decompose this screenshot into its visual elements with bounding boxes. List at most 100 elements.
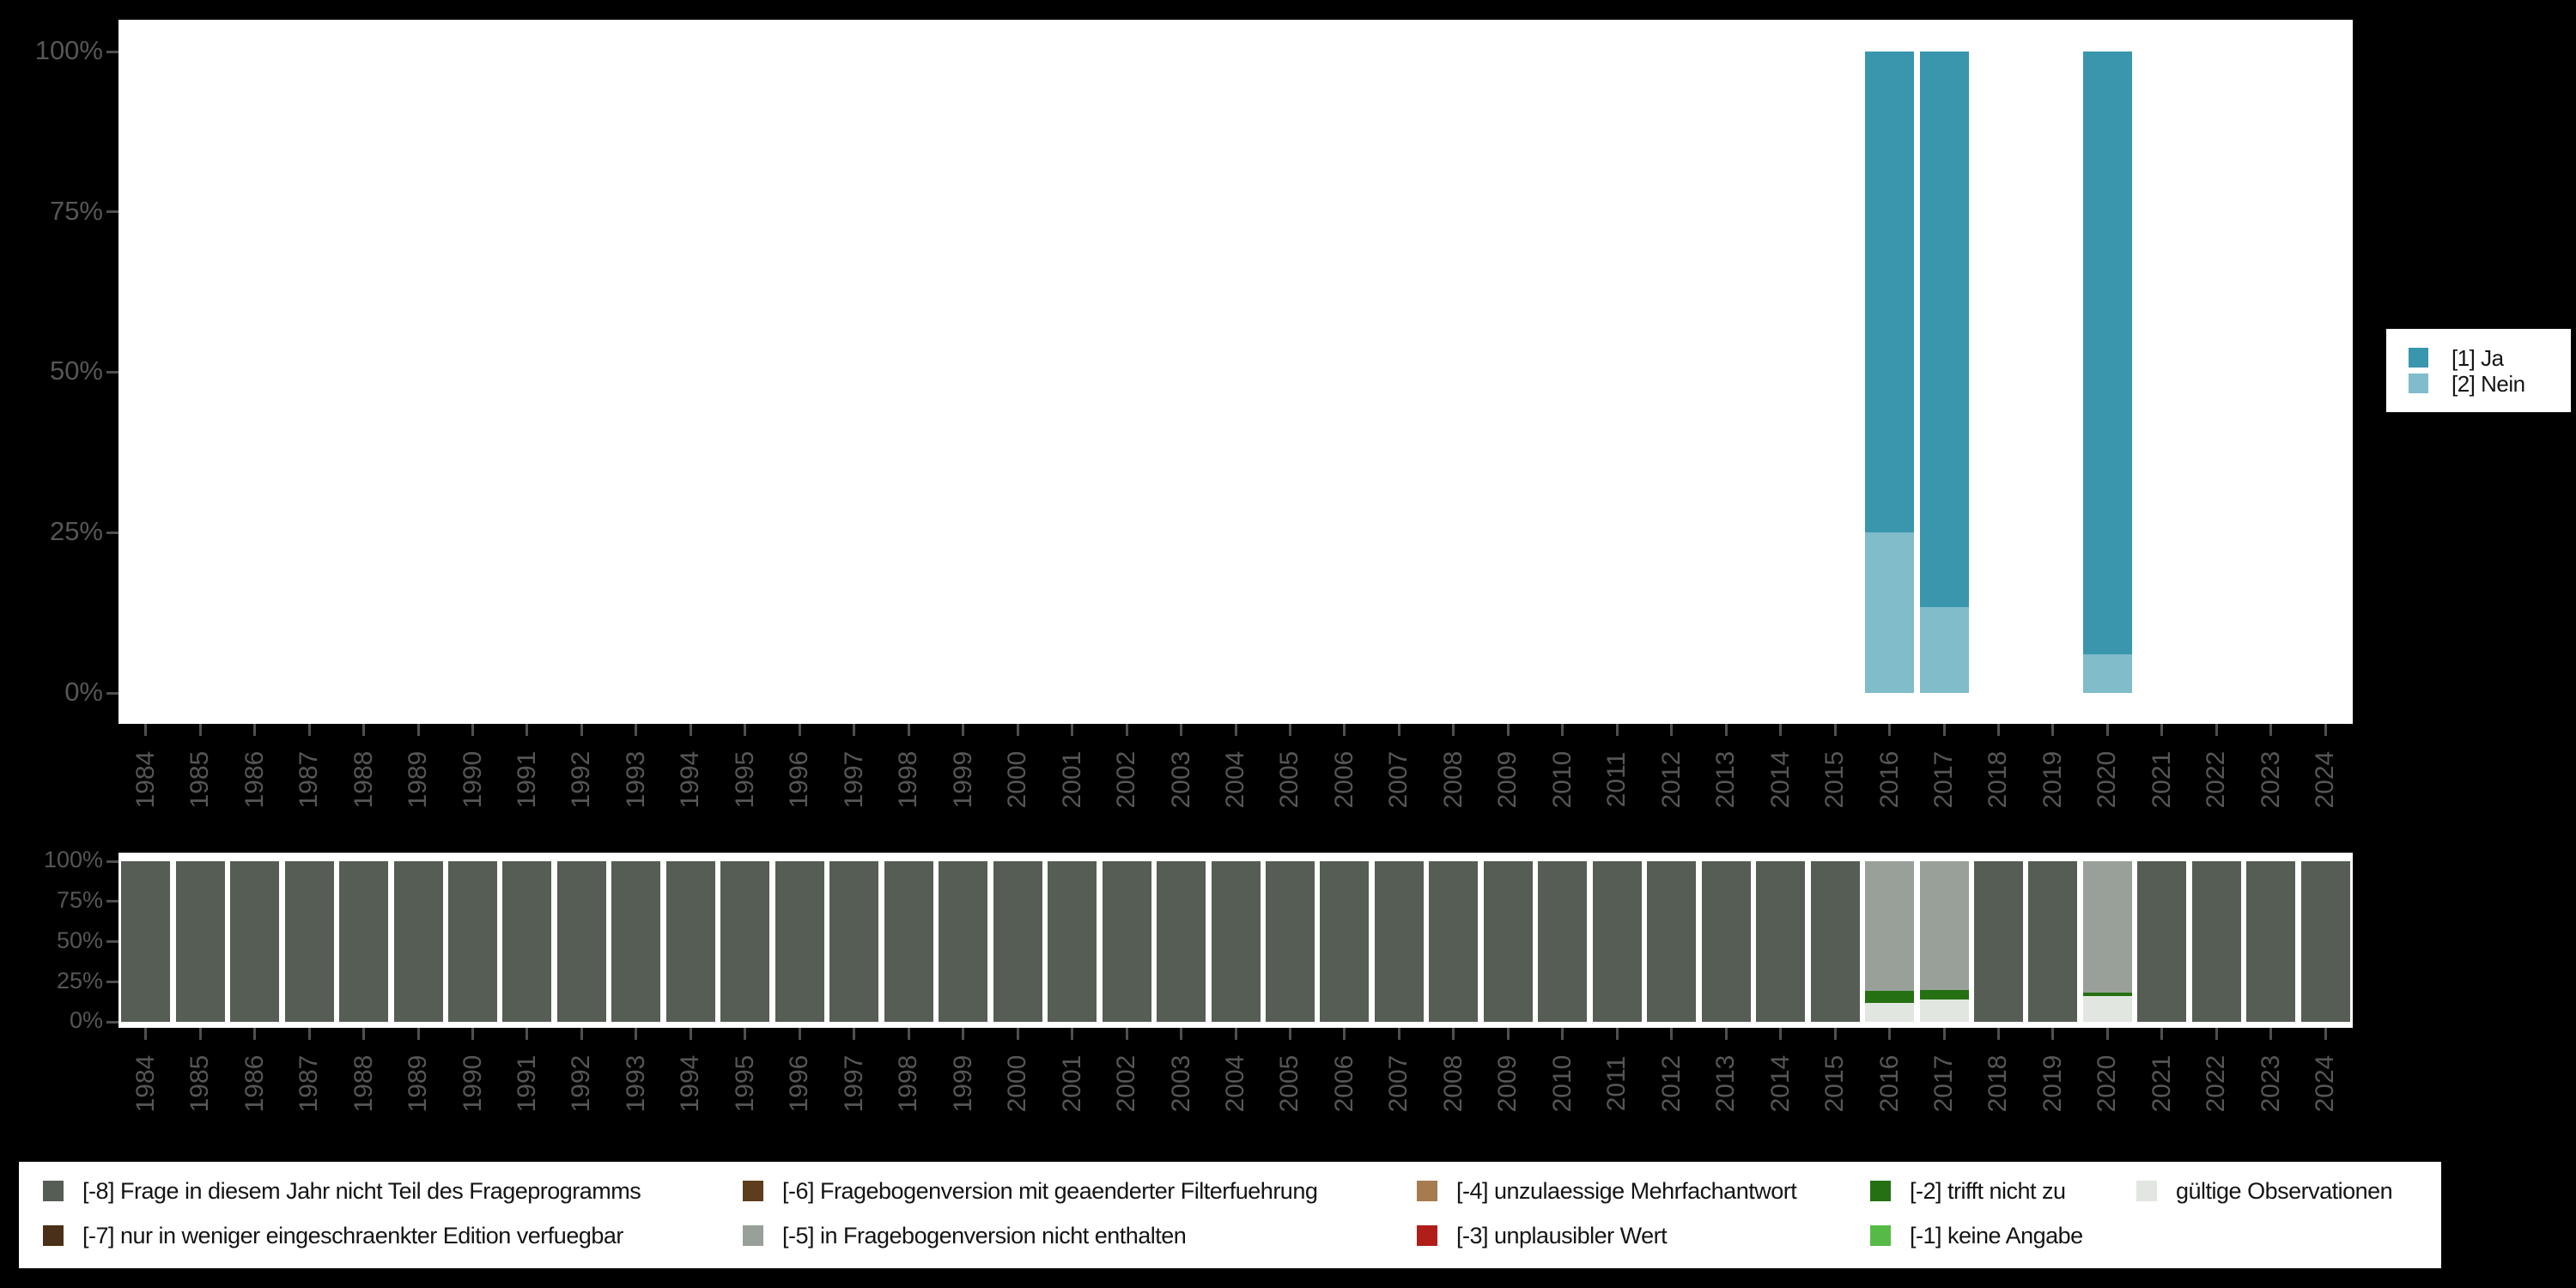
- bar-1998-segment--8: [884, 861, 933, 1022]
- x-axis-tick-2005: [1288, 724, 1291, 736]
- x-axis-tick-2022: [2215, 724, 2218, 736]
- bar-2013-segment--8: [1701, 861, 1751, 1022]
- legend-label-ja: [1] Ja: [2451, 345, 2504, 371]
- legend-swatch-ja: [2409, 348, 2428, 368]
- x-axis-label-2004: 2004: [1221, 1054, 1249, 1113]
- x-axis-label-2014: 2014: [1765, 1054, 1795, 1113]
- bar-2004-segment--8: [1211, 861, 1261, 1022]
- x-axis-tick-2006: [1343, 1028, 1346, 1040]
- x-axis-tick-2007: [1397, 1028, 1400, 1040]
- x-axis-label-1987: 1987: [295, 750, 324, 809]
- legend-label--3: [-3] unplausibler Wert: [1456, 1223, 1668, 1249]
- x-axis-tick-1995: [744, 1028, 747, 1040]
- x-axis-label-1984: 1984: [131, 1054, 160, 1113]
- bar-2020-segment-nein: [2082, 654, 2132, 693]
- x-axis-label-1985: 1985: [185, 750, 215, 809]
- x-axis-label-2021: 2021: [2147, 750, 2176, 809]
- y-axis-tick-0%: [106, 691, 118, 695]
- bar-1990-segment--8: [448, 861, 497, 1022]
- x-axis-label-1987: 1987: [295, 1054, 324, 1113]
- bar-1986-segment--8: [230, 861, 280, 1022]
- x-axis-label-2003: 2003: [1166, 750, 1195, 809]
- bar-2009-segment--8: [1483, 861, 1533, 1022]
- x-axis-tick-2019: [2051, 1028, 2055, 1040]
- x-axis-tick-2004: [1234, 724, 1237, 736]
- x-axis-tick-2021: [2160, 724, 2164, 736]
- x-axis-tick-2005: [1288, 1028, 1291, 1040]
- bar-2002-segment--8: [1102, 861, 1151, 1022]
- bar-2006-segment--8: [1320, 861, 1370, 1022]
- x-axis-label-1990: 1990: [458, 1054, 487, 1113]
- y-axis-label-100%: 100%: [34, 34, 103, 65]
- x-axis-label-2006: 2006: [1329, 1054, 1358, 1113]
- bar-2021-segment--8: [2137, 861, 2187, 1022]
- bar-2017-segment-ja: [1919, 52, 1969, 607]
- x-axis-tick-2007: [1397, 724, 1400, 736]
- x-axis-label-2005: 2005: [1275, 750, 1304, 809]
- x-axis-label-2007: 2007: [1384, 750, 1413, 809]
- x-axis-label-1990: 1990: [458, 750, 487, 809]
- x-axis-tick-2008: [1452, 1028, 1455, 1040]
- x-axis-label-2013: 2013: [1711, 750, 1741, 809]
- x-axis-label-2001: 2001: [1057, 750, 1086, 809]
- x-axis-tick-2006: [1343, 724, 1346, 736]
- bar-2020-segment-ja: [2082, 52, 2132, 655]
- x-axis-label-2000: 2000: [1003, 750, 1032, 809]
- bar-2010-segment--8: [1538, 861, 1588, 1022]
- x-axis-label-1984: 1984: [131, 750, 160, 809]
- x-axis-tick-1994: [689, 1028, 692, 1040]
- x-axis-tick-1985: [198, 724, 202, 736]
- bar-2017-segment--5: [1919, 861, 1969, 990]
- y-axis-label-75%: 75%: [49, 195, 103, 226]
- bar-2001-segment--8: [1048, 861, 1097, 1022]
- bar-2007-segment--8: [1374, 861, 1424, 1022]
- bar-1985-segment--8: [175, 861, 225, 1022]
- x-axis-tick-1985: [198, 1028, 202, 1040]
- x-axis-tick-1994: [689, 724, 692, 736]
- legend-swatch--3: [1417, 1225, 1437, 1246]
- x-axis-label-1999: 1999: [948, 750, 977, 809]
- x-axis-tick-2018: [1996, 1028, 2000, 1040]
- legend-label--5: [-5] in Fragebogenversion nicht enthalte…: [782, 1223, 1187, 1249]
- x-axis-label-2003: 2003: [1166, 1054, 1195, 1113]
- x-axis-tick-2019: [2051, 724, 2055, 736]
- x-axis-tick-1993: [635, 724, 638, 736]
- y-axis-label-100%: 100%: [43, 847, 103, 873]
- x-axis-tick-2014: [1779, 1028, 1783, 1040]
- x-axis-label-1988: 1988: [349, 750, 378, 809]
- x-axis-tick-1997: [853, 1028, 856, 1040]
- legend-label-nein: [2] Nein: [2451, 371, 2525, 397]
- x-axis-tick-1993: [635, 1028, 638, 1040]
- x-axis-tick-1990: [471, 724, 474, 736]
- x-axis-tick-1988: [362, 724, 366, 736]
- bottom-chart-legend: [-8] Frage in diesem Jahr nicht Teil des…: [19, 1162, 2441, 1268]
- bar-1994-segment--8: [665, 861, 715, 1022]
- bar-2020-segment--2: [2082, 992, 2132, 996]
- bar-2011-segment--8: [1592, 861, 1642, 1022]
- x-axis-label-2022: 2022: [2202, 750, 2231, 809]
- x-axis-tick-2021: [2160, 1028, 2164, 1040]
- top-chart-legend: [1] Ja [2] Nein: [2386, 329, 2571, 412]
- x-axis-tick-2002: [1125, 1028, 1128, 1040]
- y-axis-tick-0%: [106, 1020, 118, 1024]
- x-axis-label-1994: 1994: [676, 750, 705, 809]
- x-axis-label-2015: 2015: [1820, 750, 1850, 809]
- bar-2015-segment--8: [1810, 861, 1860, 1022]
- x-axis-tick-2000: [1016, 724, 1019, 736]
- x-axis-tick-2015: [1833, 1028, 1837, 1040]
- x-axis-tick-2016: [1888, 1028, 1892, 1040]
- x-axis-label-2017: 2017: [1929, 1054, 1959, 1113]
- x-axis-tick-2017: [1942, 724, 1946, 736]
- x-axis-tick-1992: [580, 724, 583, 736]
- bar-2018-segment--8: [1973, 861, 2023, 1022]
- x-axis-tick-2015: [1833, 724, 1837, 736]
- x-axis-tick-2013: [1724, 1028, 1728, 1040]
- x-axis-label-2010: 2010: [1547, 1054, 1577, 1113]
- bar-2019-segment--8: [2028, 861, 2078, 1022]
- x-axis-tick-1991: [526, 724, 529, 736]
- bar-2020-segment-valid: [2082, 995, 2132, 1022]
- x-axis-label-2004: 2004: [1221, 750, 1249, 809]
- x-axis-label-1998: 1998: [894, 750, 923, 809]
- x-axis-label-2016: 2016: [1874, 750, 1904, 809]
- x-axis-tick-2001: [1071, 1028, 1074, 1040]
